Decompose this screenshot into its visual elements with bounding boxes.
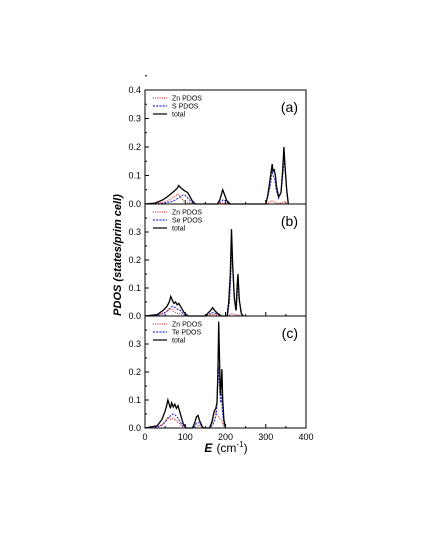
y-tick-label: 0.3 xyxy=(128,114,141,124)
series-line-anion-pdos xyxy=(144,155,289,205)
x-tick-label: 100 xyxy=(178,432,193,442)
series-line-anion-pdos xyxy=(144,366,227,429)
y-tick-label: 0.1 xyxy=(128,395,141,405)
y-tick-label: 0.1 xyxy=(128,283,141,293)
y-tick-label: 0.0 xyxy=(128,423,141,433)
legend-entry: Se PDOS xyxy=(172,218,203,225)
x-tick-label: 200 xyxy=(218,432,233,442)
y-tick-label: 0.3 xyxy=(128,227,141,237)
series-line-total xyxy=(144,146,289,205)
series-line-anion-pdos xyxy=(144,248,244,317)
x-tick-label: 400 xyxy=(298,432,313,442)
x-axis-unit-exponent: -1 xyxy=(236,440,244,449)
x-tick-label: 300 xyxy=(258,432,273,442)
series-line-zn-pdos xyxy=(144,193,289,205)
series-line-total xyxy=(144,229,244,317)
x-axis-title: E (cm-1) xyxy=(204,440,247,455)
legend-entry: S PDOS xyxy=(172,104,199,111)
legend-entry: total xyxy=(172,226,186,233)
y-tick-label: 0.0 xyxy=(128,311,141,321)
panel-label: (a) xyxy=(281,99,298,115)
x-axis-symbol: E xyxy=(204,441,213,455)
legend-entry: Zn PDOS xyxy=(172,96,202,103)
y-tick-label: 0.4 xyxy=(128,85,141,95)
legend-entry: Te PDOS xyxy=(172,330,202,337)
legend-entry: Zn PDOS xyxy=(172,210,202,217)
y-tick-label: 0.2 xyxy=(128,142,141,152)
y-axis-title: PDOS (states/prim cell) xyxy=(112,194,124,316)
series-line-total xyxy=(144,321,227,429)
panel-label: (b) xyxy=(281,213,298,229)
legend-entry: Zn PDOS xyxy=(172,322,202,329)
series-line-zn-pdos xyxy=(144,410,226,429)
y-tick-label: 0.1 xyxy=(128,171,141,181)
legend-entry: total xyxy=(172,112,186,119)
y-tick-label: 0.0 xyxy=(128,199,141,209)
x-axis-unit-close: ) xyxy=(244,441,248,455)
y-tick-label: 0.2 xyxy=(128,367,141,377)
panel-label: (c) xyxy=(282,325,298,341)
y-tick-label: 0.2 xyxy=(128,255,141,265)
y-tick-label: 0.3 xyxy=(128,339,141,349)
x-axis-unit: (cm xyxy=(216,441,236,455)
legend-entry: total xyxy=(172,338,186,345)
x-tick-label: 0 xyxy=(142,432,147,442)
